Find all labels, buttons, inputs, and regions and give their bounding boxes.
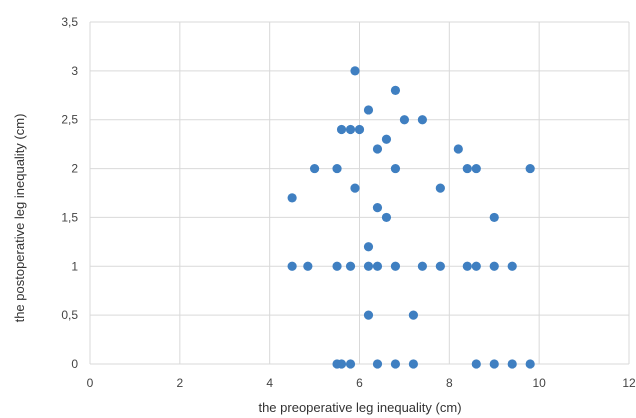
x-tick-label: 6: [356, 376, 363, 390]
data-point: [372, 261, 383, 271]
data-point: [435, 183, 445, 193]
data-point: [471, 359, 481, 369]
data-point: [350, 66, 360, 76]
data-point: [489, 212, 499, 223]
y-tick-label: 0,5: [61, 308, 78, 322]
data-point: [363, 105, 374, 115]
data-point: [408, 359, 418, 369]
x-tick-label: 10: [532, 376, 546, 390]
data-point: [303, 261, 313, 271]
x-tick-label: 2: [176, 376, 183, 390]
data-point: [332, 163, 342, 174]
data-point: [372, 203, 383, 213]
data-point: [462, 261, 472, 271]
y-tick-label: 3,5: [61, 15, 78, 29]
data-point: [390, 261, 401, 271]
data-point: [287, 261, 297, 271]
data-point: [489, 359, 499, 369]
x-tick-label: 4: [266, 376, 273, 390]
data-point: [336, 359, 347, 369]
data-point: [381, 134, 392, 144]
y-tick-label: 3: [71, 64, 78, 78]
data-point: [309, 163, 320, 174]
data-point: [525, 359, 535, 369]
gridlines: [89, 21, 630, 365]
data-point: [381, 212, 392, 223]
data-point: [489, 261, 499, 271]
y-tick-label: 1,5: [61, 210, 78, 224]
data-point: [363, 310, 374, 320]
y-axis-title: the postoperative leg inequality (cm): [12, 114, 27, 323]
x-tick-label: 0: [87, 376, 94, 390]
data-point: [453, 144, 463, 154]
data-point: [363, 261, 374, 271]
data-point: [287, 193, 297, 203]
data-point: [345, 359, 356, 369]
data-point: [471, 163, 481, 174]
data-point: [390, 163, 401, 174]
data-point: [390, 359, 401, 369]
data-point: [363, 242, 374, 252]
y-tick-label: 2: [71, 162, 78, 176]
data-point: [435, 261, 445, 271]
y-tick-label: 2,5: [61, 113, 78, 127]
data-point: [354, 124, 365, 135]
data-point: [408, 310, 418, 320]
data-point: [507, 261, 517, 271]
data-point: [399, 115, 410, 125]
data-point: [372, 359, 383, 369]
data-point: [390, 85, 401, 95]
data-point: [462, 163, 472, 174]
data-point: [336, 124, 347, 135]
data-point: [372, 144, 383, 154]
y-tick-label: 0: [71, 357, 78, 371]
data-point: [350, 183, 360, 193]
x-tick-label: 12: [622, 376, 636, 390]
data-point: [417, 115, 427, 125]
data-point: [471, 261, 481, 271]
data-point: [525, 163, 535, 174]
y-axis-tick-labels: 0 0,5 1 1,5 2 2,5 3 3,5: [61, 15, 78, 371]
data-points: [287, 66, 535, 369]
x-tick-label: 8: [446, 376, 453, 390]
x-axis-tick-labels: 0 2 4 6 8 10 12: [87, 376, 636, 390]
data-point: [345, 261, 356, 271]
data-point: [345, 124, 356, 135]
data-point: [332, 261, 342, 271]
x-axis-title: the preoperative leg inequality (cm): [258, 400, 461, 415]
data-point: [417, 261, 427, 271]
data-point: [507, 359, 517, 369]
y-tick-label: 1: [71, 259, 78, 273]
